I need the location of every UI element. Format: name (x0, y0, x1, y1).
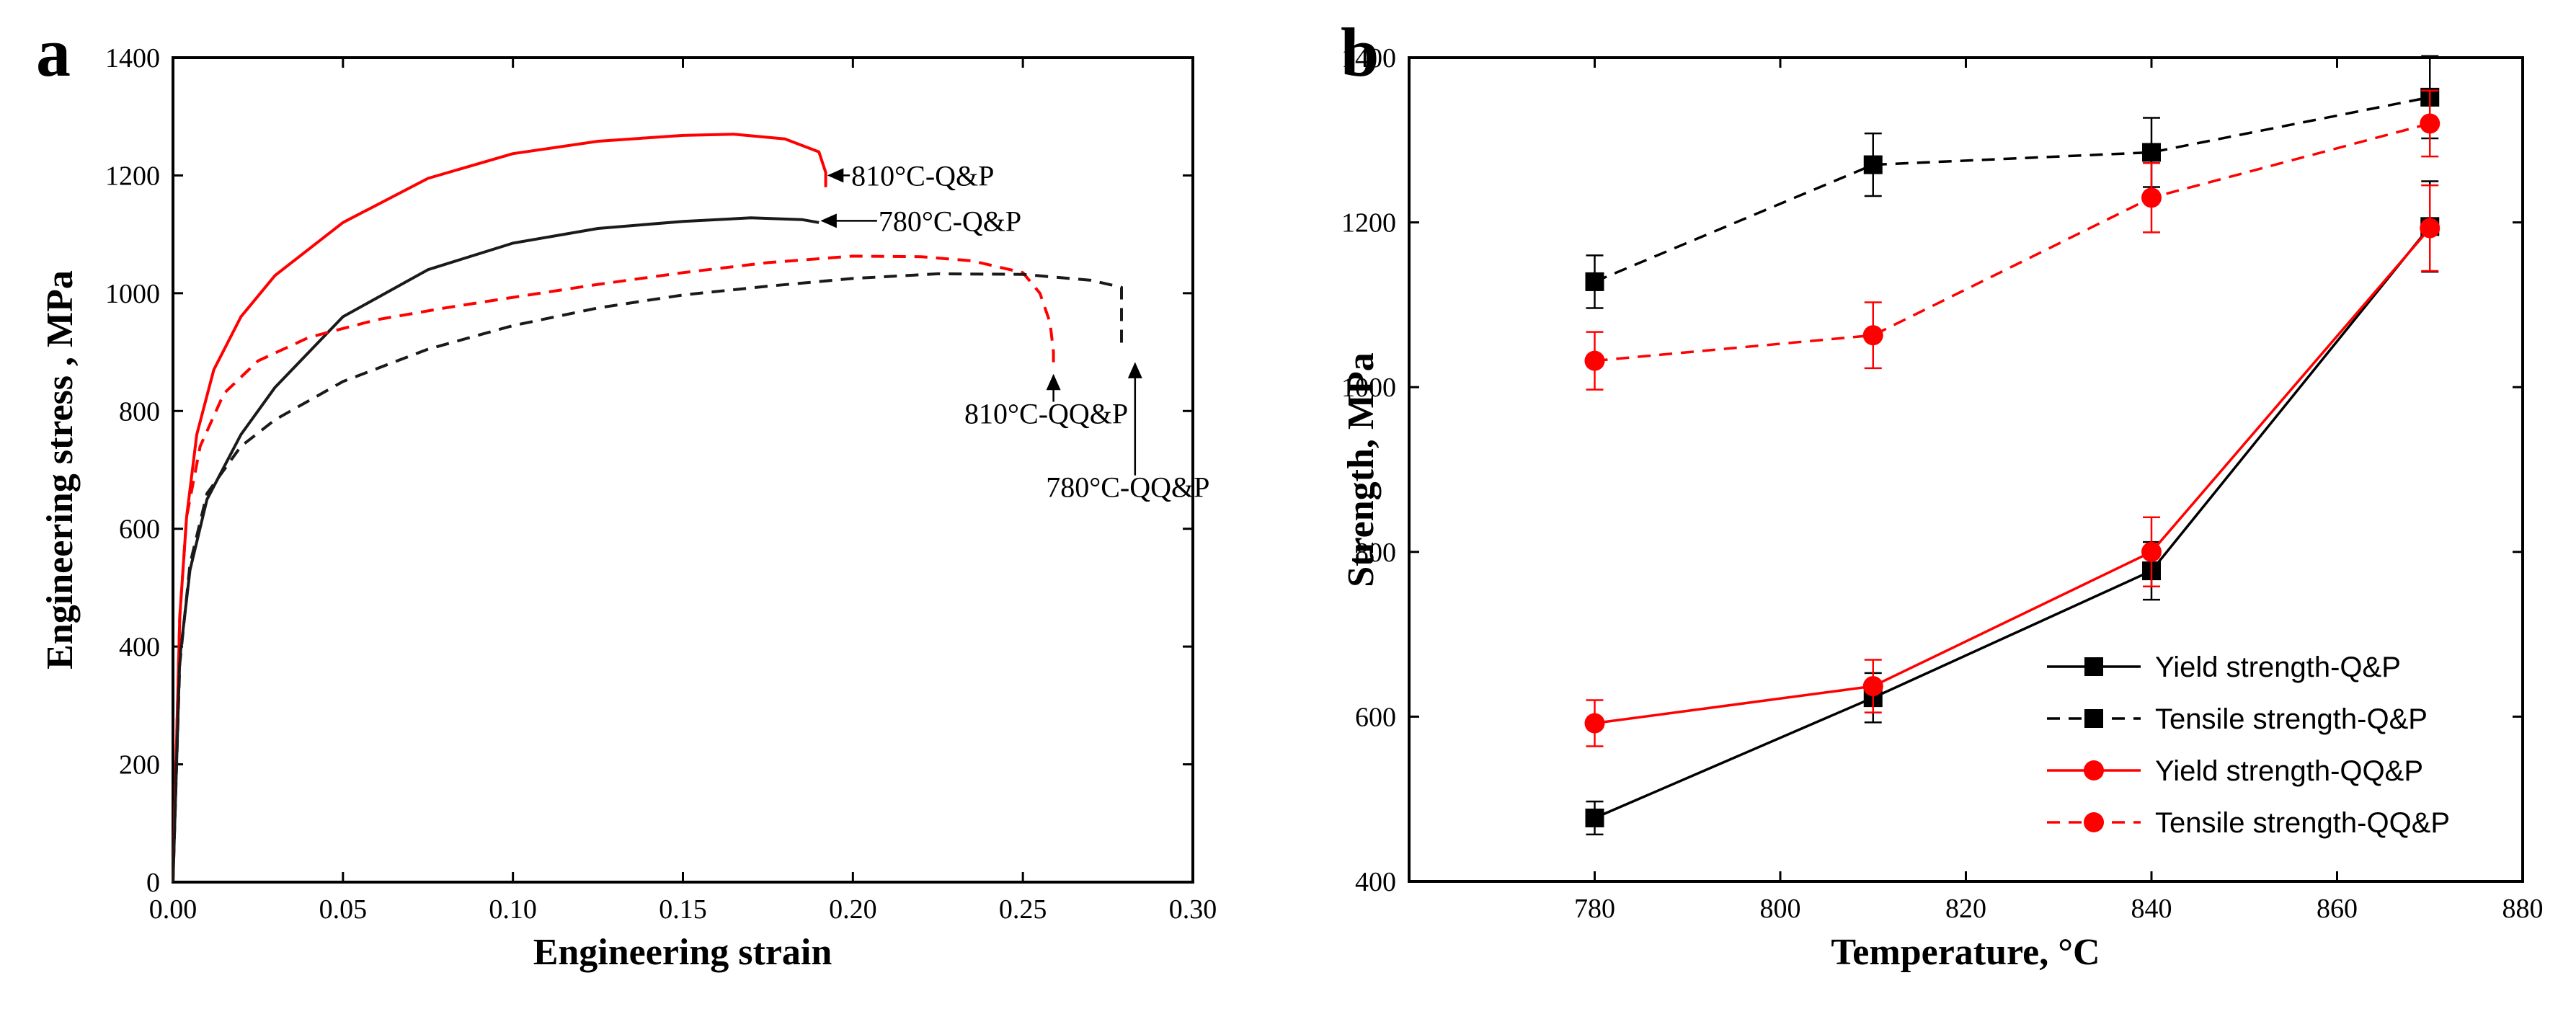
panel-b-y-tick-label: 800 (1355, 538, 1396, 568)
panel-a-annotation-label: 780°C-Q&P (879, 205, 1021, 237)
panel-b-data-point (2141, 541, 2162, 562)
panel-b-data-point (2142, 143, 2161, 162)
panel-b-data-point (2141, 187, 2162, 208)
panel-a-x-tick-label: 0.20 (829, 894, 877, 925)
panel-b-series (1584, 55, 2440, 836)
panel-b-x-axis-title: Temperature, °C (1831, 932, 2100, 973)
panel-a-annotation-label: 810°C-Q&P (851, 159, 994, 192)
panel-b-series-line (1594, 96, 2430, 283)
panel-b-legend: Yield strength-Q&P Tensile strength-Q&P Yi… (2047, 651, 2450, 839)
panel-b-legend-item: Tensile strength-Q&P (2047, 703, 2428, 735)
panel-b-y-tick-label: 1400 (1341, 43, 1396, 74)
panel-b-series-3 (1584, 184, 2440, 747)
panel-b-series-4 (1584, 89, 2440, 391)
panel-b-legend-marker (2084, 657, 2103, 676)
panel-b: b 780 800 820 840 860 880 400 600 800 1000 1200 140… (1341, 14, 2544, 973)
panel-a-y-tick-label: 0 (146, 868, 160, 898)
panel-a-x-tick-label: 0.10 (489, 894, 537, 925)
panel-b-legend-marker (2084, 812, 2104, 832)
panel-b-x-tick-label: 880 (2502, 894, 2544, 924)
panel-a-x-tick-label: 0.15 (659, 894, 707, 925)
panel-b-x-tick-label: 820 (1945, 894, 1986, 924)
panel-b-data-point (1863, 155, 1883, 174)
panel-b-x-tick-label: 780 (1574, 894, 1615, 924)
panel-a-y-tick-label: 200 (119, 750, 160, 780)
panel-b-series-line (1594, 122, 2430, 363)
panel-b-ticks: 780 800 820 840 860 880 400 600 800 1000 1200 1400 (1341, 43, 2544, 924)
panel-a: a 0.00 0.05 0.10 0.15 0.20 0.25 0.30 0 200 400 600… (36, 14, 1217, 973)
panel-a-x-axis-title: Engineering strain (533, 932, 832, 973)
panel-a-annotation-label: 780°C-QQ&P (1046, 471, 1209, 504)
panel-a-series-line-3 (172, 254, 1055, 883)
panel-a-series-line-2 (172, 216, 820, 883)
panel-a-x-tick-label: 0.25 (999, 894, 1047, 925)
panel-b-letter: b (1341, 14, 1379, 91)
panel-b-y-tick-label: 1200 (1341, 208, 1396, 239)
panel-b-x-tick-label: 840 (2131, 894, 2172, 924)
panel-a-x-tick-label: 0.05 (319, 894, 368, 925)
panel-b-x-tick-label: 860 (2317, 894, 2358, 924)
panel-b-data-point (1585, 272, 1604, 291)
panel-a-y-axis-title: Engineering stress , MPa (40, 270, 81, 670)
panel-a-y-tick-label: 1200 (105, 161, 160, 191)
panel-b-data-point (2420, 113, 2440, 134)
panel-b-data-point (1862, 676, 1883, 697)
panel-b-data-point (1862, 325, 1883, 346)
panel-a-series-line-4 (172, 272, 1123, 883)
panel-a-y-tick-label: 1400 (105, 43, 160, 74)
panel-b-legend-marker (2084, 709, 2103, 728)
panel-a-y-tick-label: 600 (119, 515, 160, 545)
panel-b-data-point (2420, 218, 2440, 239)
panel-a-annotations: 810°C-Q&P 780°C-Q&P 810°C-QQ&P 780°C-QQ&P (820, 159, 1209, 504)
panel-b-data-point (1584, 350, 1605, 371)
panel-b-legend-marker (2084, 760, 2104, 780)
panel-b-x-tick-label: 800 (1760, 894, 1801, 924)
panel-a-y-tick-label: 800 (119, 396, 160, 427)
panel-b-series-line (1594, 227, 2431, 725)
panel-b-y-axis-title: Strength, MPa (1341, 352, 1382, 587)
panel-b-y-tick-label: 1000 (1341, 373, 1396, 403)
panel-a-plot-frame (172, 56, 1194, 884)
panel-a-series (172, 133, 1123, 883)
panel-a-y-tick-label: 1000 (105, 279, 160, 309)
panel-b-y-tick-label: 400 (1355, 867, 1396, 897)
panel-b-series-2 (1585, 55, 2440, 309)
panel-b-legend-label: Tensile strength-QQ&P (2155, 807, 2450, 839)
panel-b-series-line (1594, 226, 2431, 819)
panel-b-y-tick-label: 600 (1355, 702, 1396, 732)
panel-b-data-point (1584, 713, 1605, 734)
panel-b-legend-item: Tensile strength-QQ&P (2047, 807, 2450, 839)
panel-b-data-point (1585, 808, 1604, 827)
panel-a-x-tick-label: 0.00 (149, 894, 197, 925)
panel-b-legend-item: Yield strength-QQ&P (2047, 755, 2423, 787)
panel-a-y-tick-label: 400 (119, 632, 160, 662)
panel-a-letter: a (36, 14, 71, 91)
panel-a-annotation-label: 810°C-QQ&P (964, 397, 1128, 430)
panel-b-legend-item: Yield strength-Q&P (2047, 651, 2401, 683)
panel-a-ticks: 0.00 0.05 0.10 0.15 0.20 0.25 0.30 0 200 400 600 80… (105, 43, 1217, 925)
panel-b-series-1 (1585, 180, 2440, 836)
panel-b-legend-label: Yield strength-Q&P (2155, 651, 2401, 683)
panel-b-legend-label: Yield strength-QQ&P (2155, 755, 2423, 787)
panel-a-series-line-1 (172, 133, 827, 883)
panel-a-x-tick-label: 0.30 (1169, 894, 1217, 925)
panel-b-legend-label: Tensile strength-Q&P (2155, 703, 2428, 735)
